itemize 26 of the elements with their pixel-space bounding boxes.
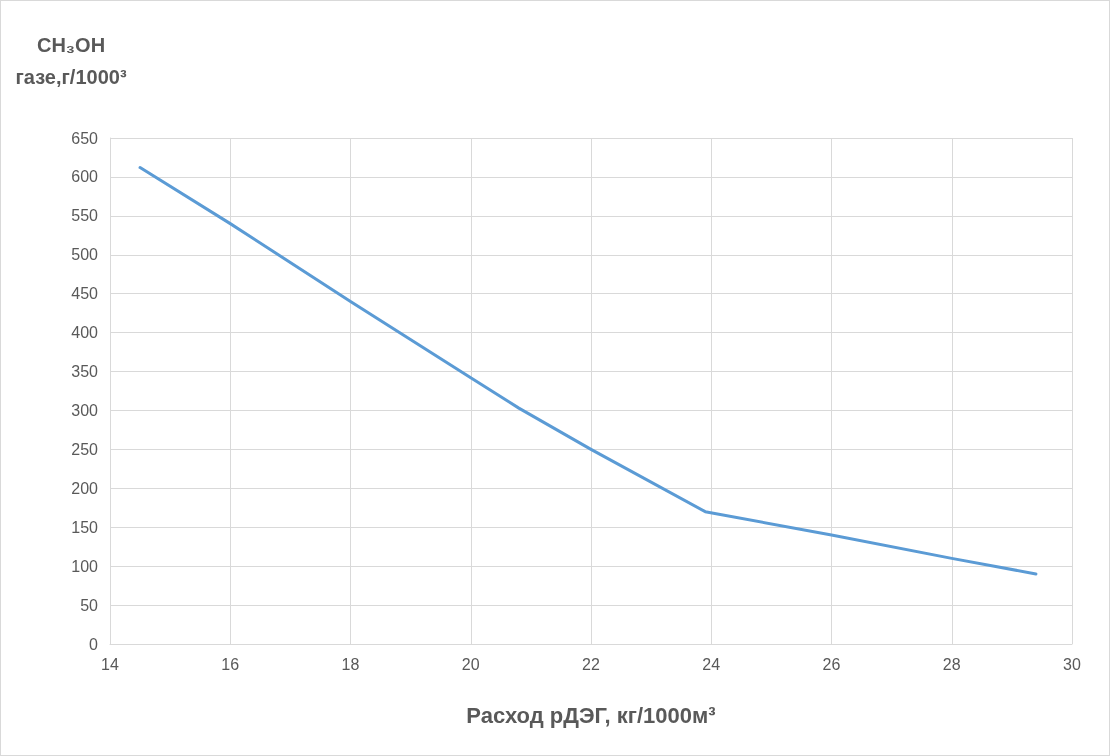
y-tick-label: 550 — [71, 207, 99, 225]
y-tick-label: 450 — [71, 285, 99, 303]
y-tick-label: 0 — [89, 635, 99, 653]
x-axis-title: Расход рДЭГ, кг/1000м³ — [466, 702, 716, 728]
y-tick-label: 350 — [71, 363, 99, 381]
y-tick-label: 50 — [80, 596, 99, 614]
y-tick-label: 500 — [71, 246, 99, 264]
x-tick-label: 18 — [341, 655, 360, 673]
line-series — [138, 166, 1038, 576]
y-tick-label: 150 — [71, 518, 99, 536]
y-tick-label: 650 — [71, 129, 99, 147]
y-tick-label: 600 — [71, 168, 99, 186]
x-tick-label: 16 — [221, 655, 240, 673]
y-tick-label: 400 — [71, 324, 99, 342]
y-axis-title: CH₃OH газе,г/1000³ — [15, 34, 127, 88]
x-tick-label: 28 — [942, 655, 961, 673]
x-tick-label: 30 — [1063, 655, 1081, 673]
x-tick-label: 26 — [822, 655, 841, 673]
y-tick-label: 200 — [71, 479, 99, 497]
x-tick-label: 24 — [702, 655, 721, 673]
y-tick-label: 250 — [71, 440, 99, 458]
x-tick-label: 22 — [582, 655, 600, 673]
y-tick-label: 100 — [71, 557, 99, 575]
x-tick-label: 14 — [101, 655, 119, 673]
y-tick-label: 300 — [71, 401, 99, 419]
x-tick-label: 20 — [461, 655, 480, 673]
